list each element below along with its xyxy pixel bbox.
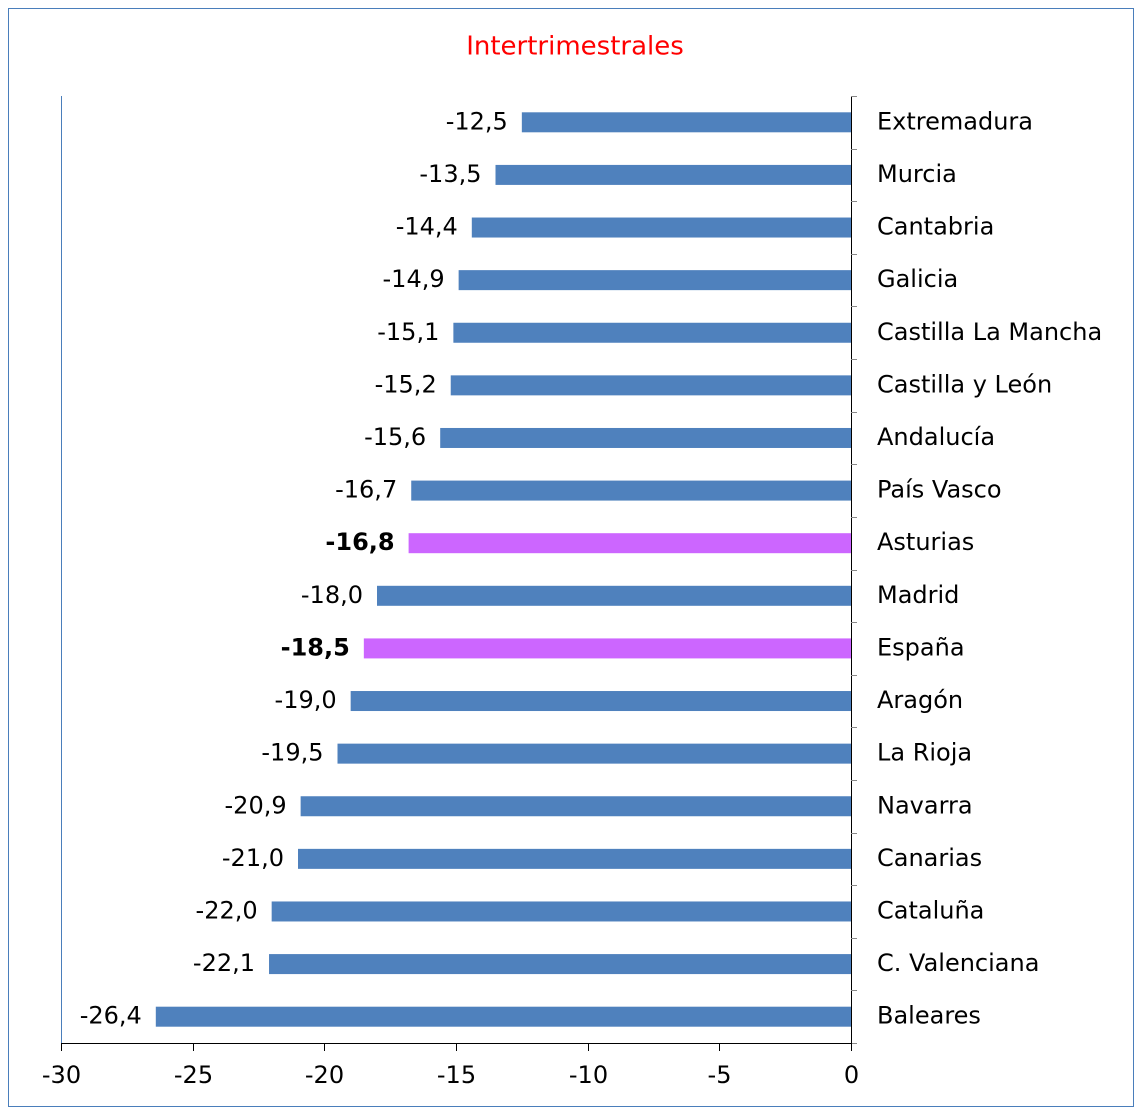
x-tick-label: 0 (844, 1061, 859, 1089)
chart-frame (8, 8, 1134, 1107)
value-label: -22,0 (196, 896, 258, 924)
bar (440, 427, 851, 448)
value-label: -12,5 (446, 107, 508, 135)
category-label: Andalucía (877, 423, 995, 451)
category-label: C. Valenciana (877, 949, 1039, 977)
category-label: Castilla y León (877, 370, 1052, 398)
bar (471, 217, 851, 238)
category-label: Castilla La Mancha (877, 318, 1102, 346)
value-label: -14,9 (383, 265, 445, 293)
bar (377, 585, 851, 606)
chart-title: Intertrimestrales (466, 32, 684, 62)
value-label: -21,0 (222, 844, 284, 872)
category-label: Baleares (877, 1002, 981, 1030)
value-label: -15,6 (364, 423, 426, 451)
bar (298, 848, 851, 869)
category-label: Aragón (877, 686, 963, 714)
value-label: -19,0 (275, 686, 337, 714)
bar (300, 796, 852, 817)
category-label: Cataluña (877, 896, 984, 924)
value-label: -14,4 (396, 213, 458, 241)
x-tick-label: -10 (569, 1061, 608, 1089)
category-label: Madrid (877, 581, 959, 609)
value-label: -15,2 (375, 370, 437, 398)
value-label: -16,8 (325, 528, 394, 556)
category-label: Galicia (877, 265, 958, 293)
category-label: España (877, 633, 965, 661)
category-label: Canarias (877, 844, 982, 872)
bar (495, 164, 851, 185)
category-label: La Rioja (877, 739, 972, 767)
category-label: País Vasco (877, 476, 1002, 504)
bar (411, 480, 851, 501)
value-label: -18,5 (281, 633, 350, 661)
bar (269, 954, 851, 975)
x-tick-label: -15 (437, 1061, 476, 1089)
bar (155, 1006, 852, 1027)
value-label: -16,7 (335, 476, 397, 504)
x-tick-label: -30 (42, 1061, 81, 1089)
bar (271, 901, 852, 922)
bar (521, 112, 851, 133)
bar (450, 375, 851, 396)
bar (363, 638, 851, 659)
category-label: Murcia (877, 160, 957, 188)
value-label: -15,1 (377, 318, 439, 346)
value-label: -26,4 (80, 1002, 142, 1030)
bar (458, 270, 851, 291)
value-label: -22,1 (193, 949, 255, 977)
x-tick-label: -20 (305, 1061, 344, 1089)
bar (408, 533, 851, 554)
bar (337, 743, 851, 764)
x-tick-label: -25 (174, 1061, 213, 1089)
value-label: -20,9 (225, 791, 287, 819)
value-label: -13,5 (419, 160, 481, 188)
bar (350, 691, 851, 712)
category-label: Extremadura (877, 107, 1033, 135)
value-label: -18,0 (301, 581, 363, 609)
x-tick-label: -5 (708, 1061, 732, 1089)
category-label: Navarra (877, 791, 973, 819)
category-label: Asturias (877, 528, 974, 556)
category-label: Cantabria (877, 213, 994, 241)
bar (453, 322, 851, 343)
value-label: -19,5 (261, 739, 323, 767)
